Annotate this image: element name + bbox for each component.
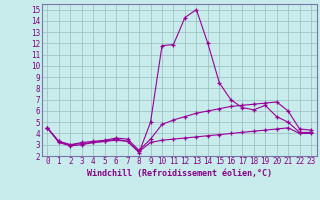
X-axis label: Windchill (Refroidissement éolien,°C): Windchill (Refroidissement éolien,°C) [87,169,272,178]
